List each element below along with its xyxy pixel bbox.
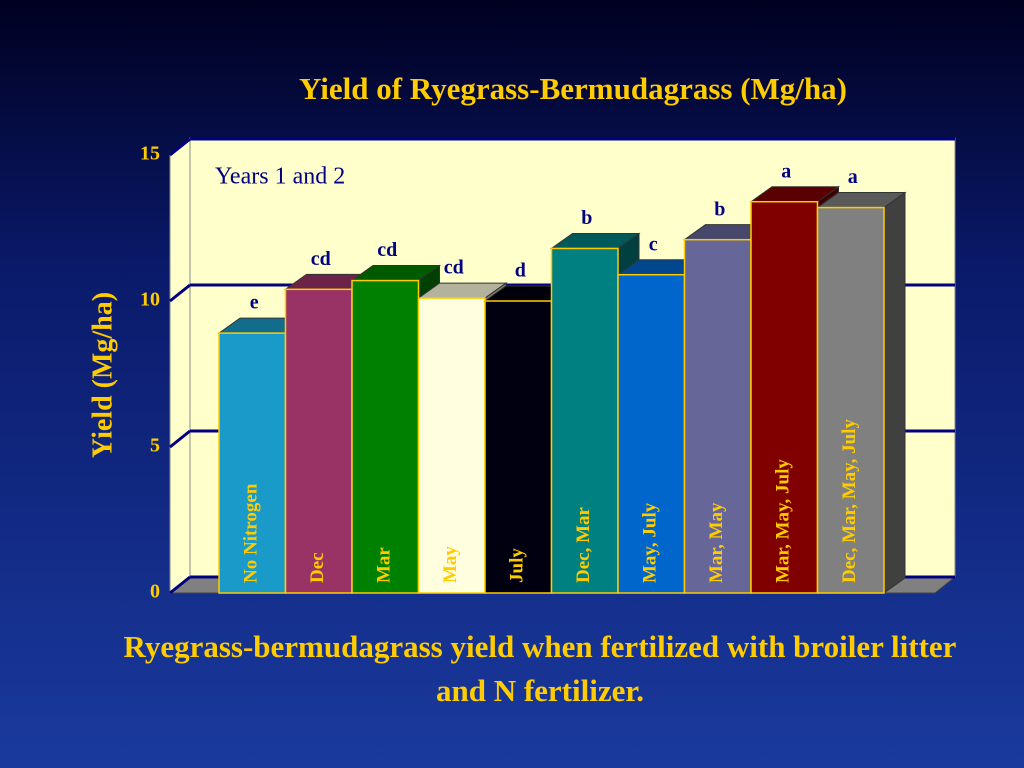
letter-label: c — [649, 233, 658, 255]
y-axis-label: Yield (Mg/ha) — [87, 292, 118, 458]
bars: e No Nitrogen cd Dec cd Mar cd May d July b Dec, Ma… — [217, 160, 907, 594]
letter-label: a — [848, 166, 858, 188]
bar — [218, 332, 287, 594]
bar-label: Dec — [307, 552, 328, 583]
bar-label: Mar, May, July — [773, 459, 794, 583]
bar-label: May — [440, 546, 461, 583]
y-tick-label: 10 — [140, 289, 160, 311]
bar-label: Dec, Mar — [573, 506, 594, 583]
bar-label: July — [507, 548, 528, 583]
letter-label: a — [781, 160, 791, 182]
y-tick-label: 0 — [150, 581, 160, 603]
chart-title: Yield of Ryegrass-Bermudagrass (Mg/ha) — [299, 71, 847, 106]
bar — [284, 288, 353, 594]
bar — [351, 279, 420, 594]
letter-label: b — [714, 198, 725, 220]
bar — [417, 297, 486, 594]
caption: Ryegrass-bermudagrass yield when fertili… — [123, 629, 957, 708]
bar-label: Mar, May — [706, 502, 727, 583]
bar-side — [883, 191, 906, 594]
letter-label: cd — [377, 239, 397, 261]
letter-label: cd — [311, 248, 331, 270]
bar — [617, 273, 686, 594]
subtitle: Years 1 and 2 — [215, 164, 345, 190]
letter-label: e — [250, 292, 259, 314]
y-tick-label: 15 — [140, 143, 160, 165]
side-wall — [169, 136, 191, 595]
bar-label: Mar — [374, 547, 395, 583]
letter-label: d — [515, 260, 526, 282]
bar-label: No Nitrogen — [241, 483, 262, 583]
grid-line — [169, 429, 191, 449]
grid-line — [169, 137, 191, 157]
letter-label: cd — [444, 257, 464, 279]
grid-line — [169, 575, 191, 595]
bar — [816, 206, 885, 594]
bar-label: Dec, Mar, May, July — [839, 419, 860, 583]
letter-label: b — [581, 207, 592, 229]
y-tick-label: 5 — [150, 435, 160, 457]
chart: Yield of Ryegrass-Bermudagrass (Mg/ha) Y… — [87, 71, 957, 603]
bar-label: May, July — [640, 502, 661, 583]
bar — [550, 247, 619, 594]
grid-line — [169, 283, 191, 303]
